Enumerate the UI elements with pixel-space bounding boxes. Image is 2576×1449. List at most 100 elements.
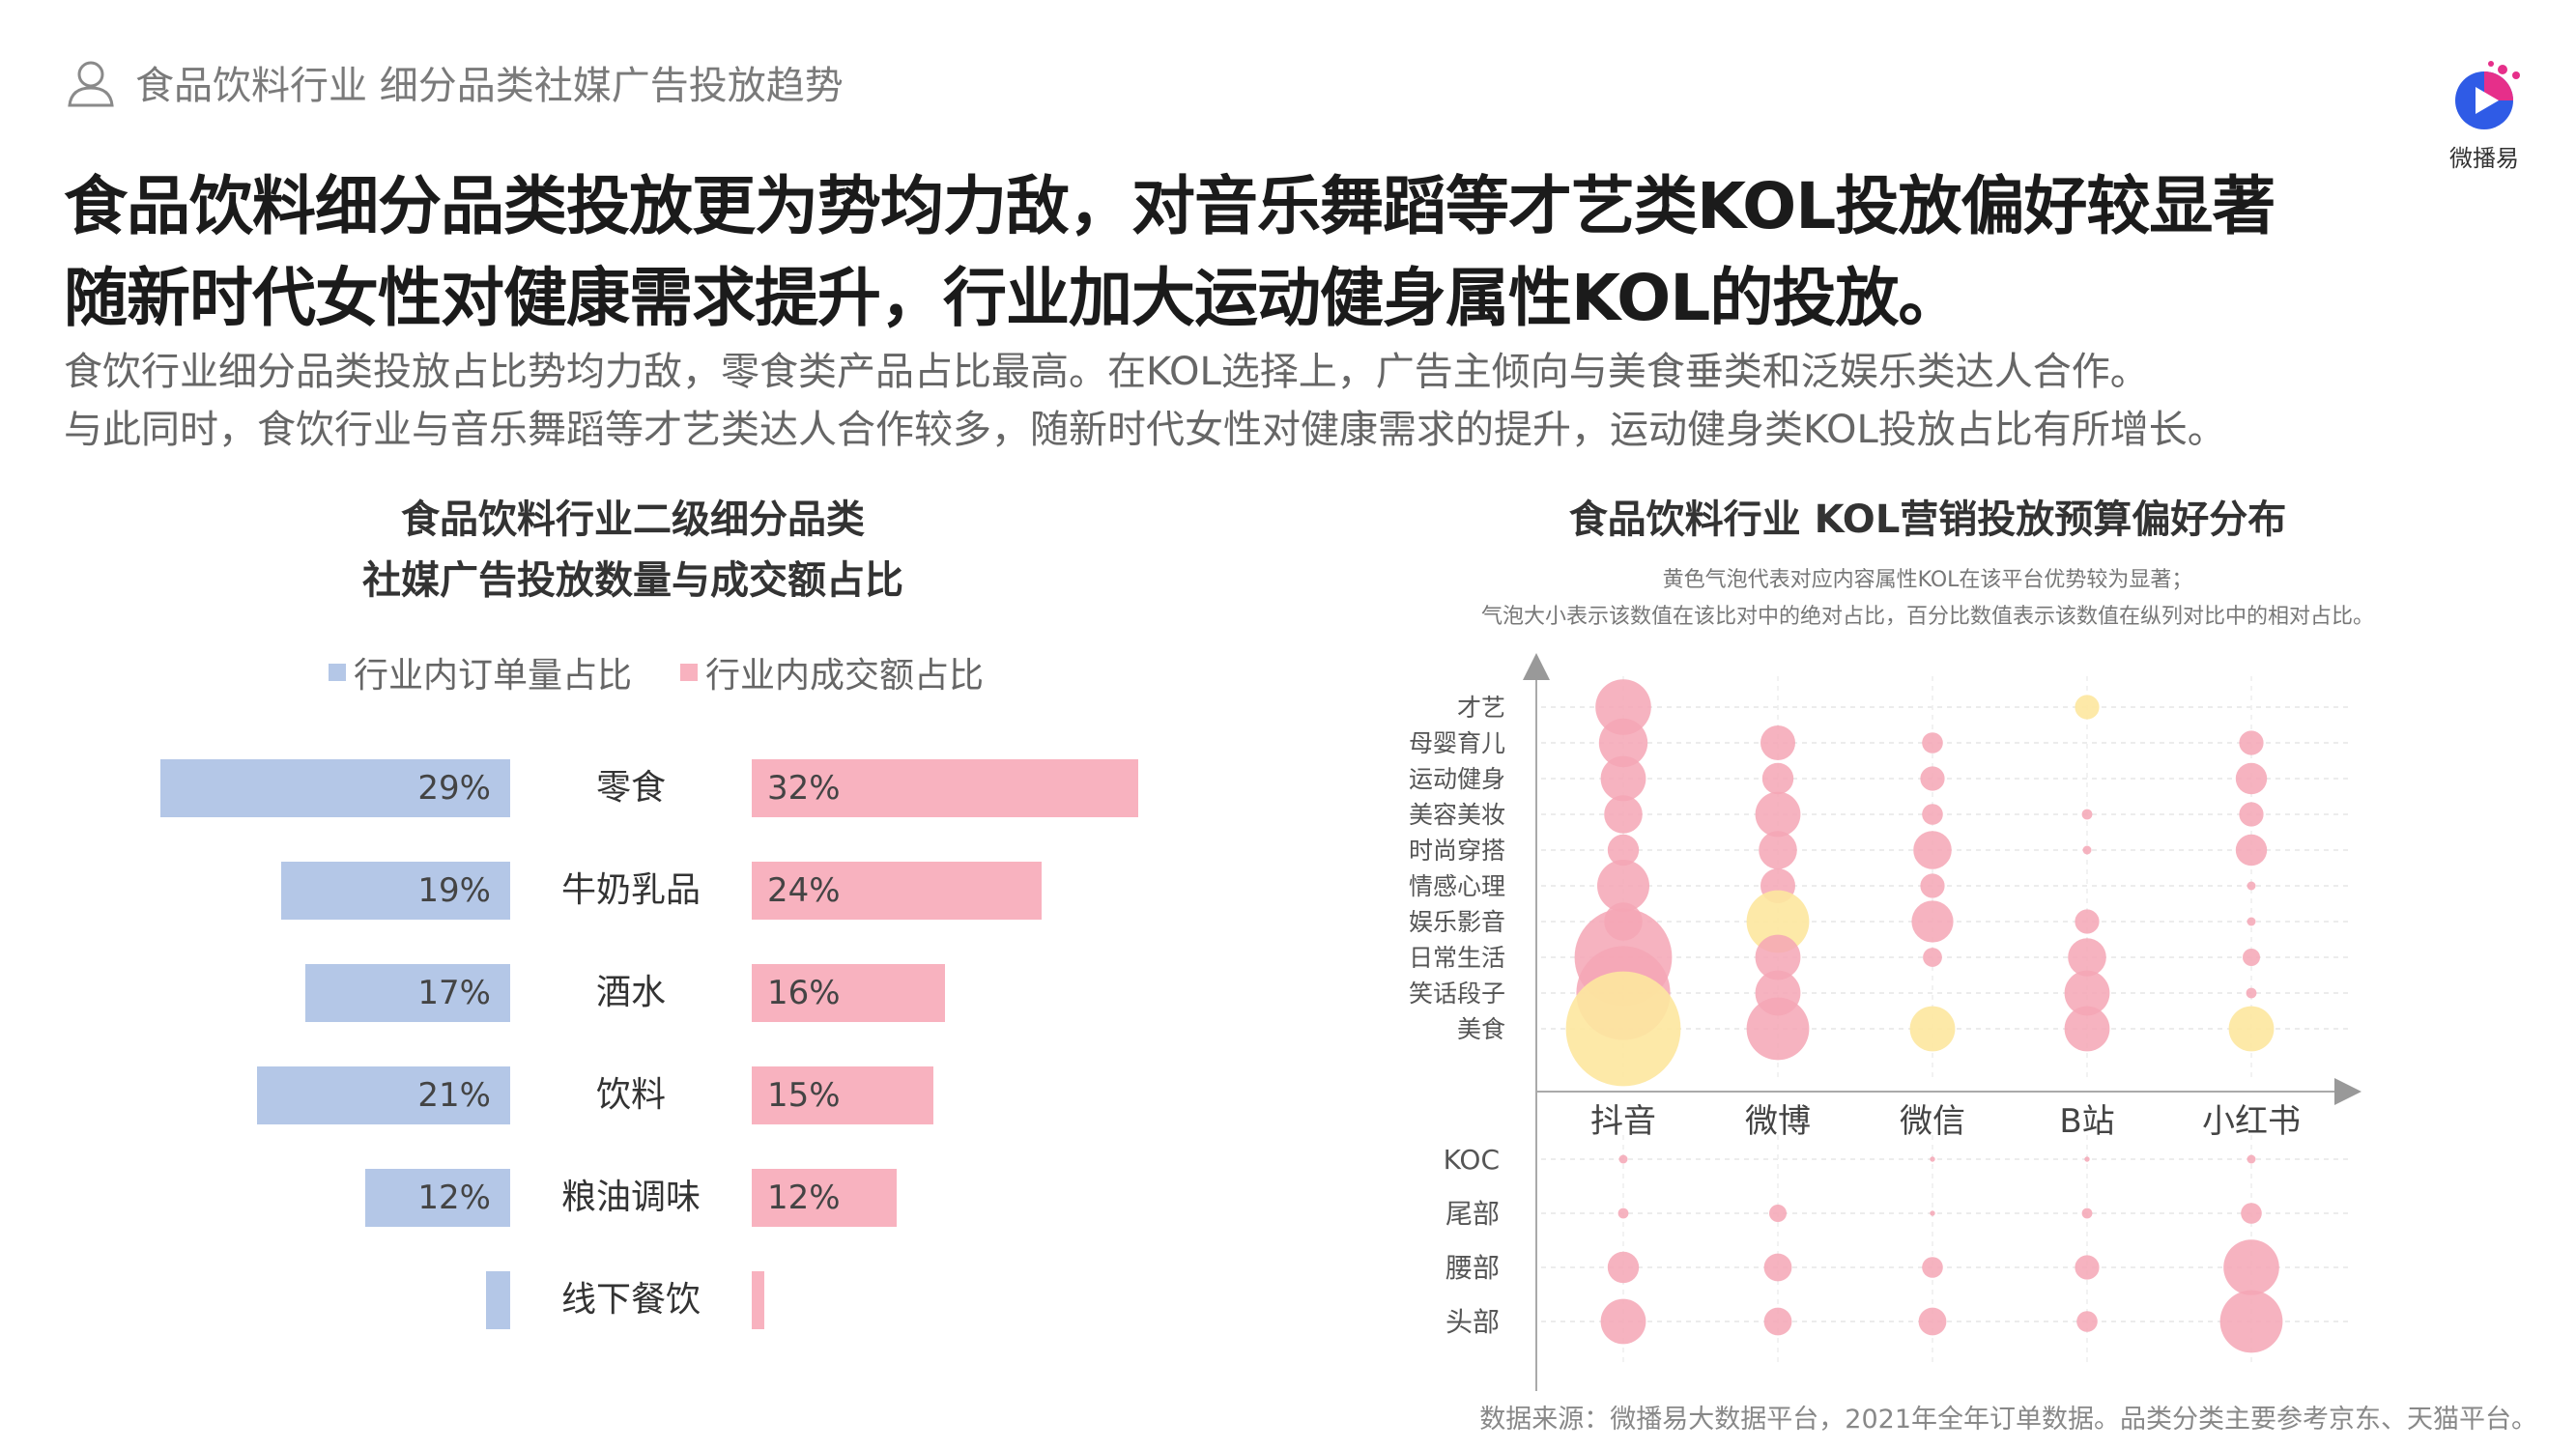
y-tick-label: 娱乐影音 <box>1409 908 1505 936</box>
bubble <box>1911 900 1954 943</box>
bubble <box>1607 1251 1640 1284</box>
butterfly-bar-chart: 29% 零食 32% 19% 牛奶乳品 24% 17% 酒水 16% 21% 饮料 15% 12% 粮油调… <box>0 0 1256 1449</box>
bar-gmv-label: 16% <box>767 974 841 1012</box>
bubble <box>2239 730 2264 755</box>
category-label: 酒水 <box>595 973 666 1012</box>
right-chart-note-1: 黄色气泡代表对应内容属性KOL在该平台优势较为显著； <box>1662 568 2193 592</box>
bubble <box>1761 762 1794 795</box>
category-label: 饮料 <box>595 1075 666 1115</box>
bubble <box>2064 970 2110 1016</box>
body-line-2: 与此同时，食饮行业与音乐舞蹈等才艺类达人合作较多，随新时代女性对健康需求的提升，… <box>64 408 2226 452</box>
play-logo-icon <box>2455 61 2520 129</box>
bubble <box>2219 1290 2283 1353</box>
x-tick-label: 微信 <box>1900 1102 1965 1141</box>
y-tick-label: 日常生活 <box>1409 944 1505 972</box>
bar-gmv <box>752 1271 764 1329</box>
bar-gmv-label: 12% <box>767 1179 841 1217</box>
y-tick-label: 才艺 <box>1457 694 1505 722</box>
headline-line-2: 随新时代女性对健康需求提升，行业加大运动健身属性KOL的投放。 <box>64 261 1961 335</box>
bubble <box>1930 1210 1935 1216</box>
bubble <box>2075 695 2100 720</box>
right-chart-title: 食品饮料行业 KOL营销投放预算偏好分布 <box>1568 497 2287 542</box>
legend-item-gmv: 行业内成交额占比 <box>680 647 984 697</box>
bubble <box>2228 1006 2275 1052</box>
legend-swatch-blue <box>329 664 346 681</box>
y-tick-label: 美食 <box>1457 1015 1505 1043</box>
bar-orders: 12% <box>365 1169 510 1227</box>
legend-item-orders: 行业内订单量占比 <box>329 647 632 697</box>
bubble <box>1922 804 1943 825</box>
brand-logo: 微播易 <box>2421 58 2547 174</box>
y-tick-label: 情感心理 <box>1409 872 1505 900</box>
bar-gmv: 16% <box>752 964 945 1022</box>
bubble <box>1763 1307 1792 1336</box>
bubble <box>1600 1298 1646 1345</box>
bar-orders <box>486 1271 510 1329</box>
bubble <box>1920 766 1945 791</box>
bubble <box>1618 1154 1628 1164</box>
bubble <box>1769 1205 1787 1222</box>
bubble <box>2084 1156 2090 1162</box>
category-label: 粮油调味 <box>560 1178 701 1217</box>
bubble <box>2235 762 2268 795</box>
left-chart-subtitle: 社媒广告投放数量与成交额占比 <box>362 558 903 603</box>
bubble <box>2223 1239 2279 1295</box>
bubble <box>1922 732 1943 753</box>
x-tick-label: 小红书 <box>2202 1102 2301 1141</box>
left-chart-legend: 行业内订单量占比 行业内成交额占比 <box>329 647 984 697</box>
bubble <box>1920 873 1945 898</box>
bar-orders-label: 19% <box>417 871 491 910</box>
category-label: 牛奶乳品 <box>560 870 701 910</box>
bubble <box>1604 795 1643 834</box>
y-tick-label: 运动健身 <box>1409 765 1505 793</box>
bubble <box>1913 831 1952 869</box>
bubble <box>2246 987 2257 999</box>
bar-orders: 29% <box>159 759 510 817</box>
bar-gmv: 32% <box>752 759 1138 817</box>
bubble <box>2235 834 2268 867</box>
bar-orders-label: 17% <box>417 974 491 1012</box>
bar-orders-label: 29% <box>417 769 491 808</box>
bubble <box>2247 881 2256 891</box>
bubble <box>1595 679 1651 735</box>
bubble <box>1600 755 1646 802</box>
y-tick-label: 时尚穿搭 <box>1409 837 1505 865</box>
y-tick-label: 尾部 <box>1445 1198 1500 1230</box>
y-tick-label: 笑话段子 <box>1409 980 1505 1008</box>
bubble <box>1763 1253 1792 1282</box>
bar-orders: 21% <box>256 1066 510 1124</box>
left-chart-title: 食品饮料行业二级细分品类 <box>401 497 865 542</box>
bar-orders: 17% <box>304 964 510 1022</box>
y-tick-label: 腰部 <box>1445 1252 1500 1284</box>
x-tick-label: 抖音 <box>1590 1102 1656 1141</box>
bubble <box>1746 890 1810 953</box>
body-line-1: 食饮行业细分品类投放占比势均力敌，零食类产品占比最高。在KOL选择上，广告主倾向… <box>64 350 2149 394</box>
page-header: 食品饮料行业 细分品类社媒广告投放趋势 <box>64 48 844 116</box>
bubble <box>1930 1156 1935 1162</box>
category-label: 线下餐饮 <box>560 1280 701 1320</box>
headline-line-1: 食品饮料细分品类投放更为势均力敌，对音乐舞蹈等才艺类KOL投放偏好较显著 <box>64 169 2275 243</box>
bar-gmv-label: 24% <box>767 871 841 910</box>
bar-gmv: 15% <box>752 1066 933 1124</box>
bar-orders-label: 12% <box>417 1179 491 1217</box>
bubble <box>2243 949 2260 966</box>
bubble <box>1565 971 1681 1087</box>
y-tick-label: KOC <box>1444 1144 1500 1176</box>
bar-orders-label: 21% <box>417 1076 491 1115</box>
bubble <box>2241 1203 2262 1224</box>
bar-gmv-label: 32% <box>767 769 841 808</box>
x-tick-label: 微博 <box>1745 1102 1811 1141</box>
bar-gmv: 24% <box>752 862 1042 920</box>
bar-orders: 19% <box>280 862 510 920</box>
bubble <box>1922 1257 1943 1278</box>
bubble <box>2247 1154 2256 1164</box>
bubble <box>2081 809 2093 820</box>
bubble <box>1918 1307 1947 1336</box>
bubble <box>1909 1006 1956 1052</box>
bar-gmv: 12% <box>752 1169 897 1227</box>
bubble <box>2239 802 2264 827</box>
y-tick-label: 头部 <box>1445 1306 1500 1338</box>
bubble <box>2064 1006 2110 1052</box>
header-label: 食品饮料行业 细分品类社媒广告投放趋势 <box>135 64 844 108</box>
bubble <box>1759 831 1797 869</box>
